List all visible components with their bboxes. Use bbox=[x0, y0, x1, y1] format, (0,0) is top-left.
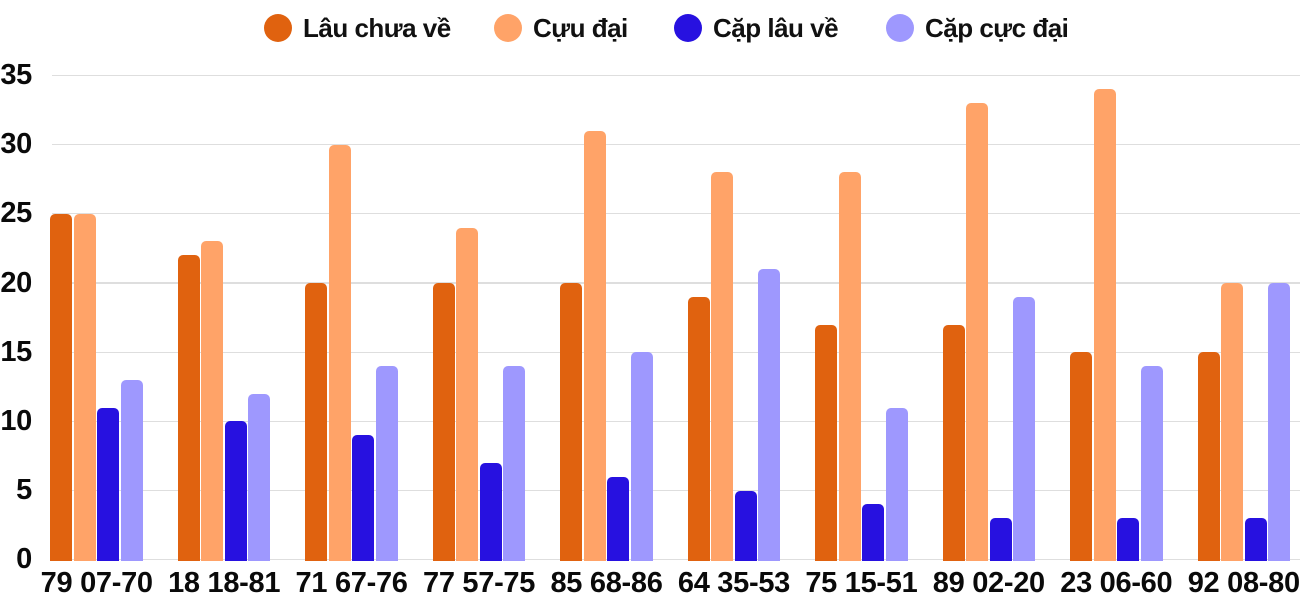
x-axis-tick-label: 23 06-60 bbox=[1060, 567, 1173, 599]
x-axis-tick-label: 92 08-80 bbox=[1187, 567, 1300, 599]
bar-cặp-cực-đại-18-18-81 bbox=[248, 393, 271, 561]
y-axis-tick-label: 25 bbox=[0, 197, 32, 230]
x-axis-tick-label: 18 18-81 bbox=[168, 567, 281, 599]
gridline-y-30 bbox=[52, 143, 1300, 146]
bar-cặp-lâu-về-18-18-81 bbox=[224, 421, 247, 561]
gridline-y-25 bbox=[52, 213, 1300, 215]
x-axis-tick-label: 64 35-53 bbox=[677, 567, 790, 599]
y-axis-tick-label: 10 bbox=[0, 404, 32, 437]
bar-cựu-đại-79-07-70 bbox=[73, 213, 96, 561]
gridline-y-35 bbox=[52, 74, 1300, 77]
bar-cặp-cực-đại-89-02-20 bbox=[1013, 296, 1036, 561]
legend-item-series-4[interactable]: Cặp cực đại bbox=[886, 13, 1069, 43]
x-axis-tick-label: 77 57-75 bbox=[423, 567, 536, 599]
bar-cựu-đại-85-68-86 bbox=[583, 130, 606, 561]
bar-cựu-đại-77-57-75 bbox=[456, 227, 479, 561]
bar-lâu-chưa-về-18-18-81 bbox=[177, 255, 200, 561]
bar-cặp-lâu-về-85-68-86 bbox=[607, 476, 630, 561]
bar-lâu-chưa-về-64-35-53 bbox=[687, 296, 710, 561]
bar-cặp-lâu-về-75-15-51 bbox=[862, 504, 885, 561]
bar-cặp-cực-đại-71-67-76 bbox=[375, 366, 398, 561]
bar-cặp-cực-đại-85-68-86 bbox=[630, 352, 653, 561]
bar-cặp-cực-đại-77-57-75 bbox=[503, 366, 526, 561]
bar-cựu-đại-23-06-60 bbox=[1093, 89, 1116, 561]
legend-circle-icon bbox=[886, 14, 914, 42]
x-axis-tick-label: 71 67-76 bbox=[295, 567, 408, 599]
bar-cặp-lâu-về-79-07-70 bbox=[97, 407, 120, 561]
bar-cặp-lâu-về-71-67-76 bbox=[352, 435, 375, 561]
bar-cựu-đại-18-18-81 bbox=[201, 241, 224, 561]
bar-cặp-cực-đại-79-07-70 bbox=[120, 379, 143, 561]
gridline-y-0 bbox=[52, 559, 1300, 561]
x-axis-tick-label: 75 15-51 bbox=[805, 567, 918, 599]
bar-cặp-cực-đại-23-06-60 bbox=[1140, 366, 1163, 561]
gridline-y-15 bbox=[52, 351, 1300, 353]
y-axis-tick-label: 0 bbox=[16, 543, 32, 576]
legend-item-series-2[interactable]: Cựu đại bbox=[494, 14, 628, 42]
bar-cặp-lâu-về-23-06-60 bbox=[1117, 518, 1140, 561]
bar-cặp-lâu-về-77-57-75 bbox=[479, 462, 502, 561]
legend-label: Lâu chưa về bbox=[303, 13, 451, 43]
y-axis-tick-label: 15 bbox=[0, 335, 32, 368]
bar-cặp-lâu-về-92-08-80 bbox=[1244, 518, 1267, 561]
bar-lâu-chưa-về-23-06-60 bbox=[1070, 352, 1093, 561]
bar-lâu-chưa-về-71-67-76 bbox=[305, 283, 328, 561]
legend-item-series-1[interactable]: Lâu chưa về bbox=[264, 14, 451, 42]
legend-label: Cặp cực đại bbox=[925, 13, 1069, 43]
legend-item-series-3[interactable]: Cặp lâu về bbox=[674, 13, 839, 43]
gridline-y-5 bbox=[52, 489, 1300, 492]
bar-cựu-đại-71-67-76 bbox=[328, 144, 351, 561]
legend-label: Cặp lâu về bbox=[713, 13, 839, 43]
y-axis-tick-label: 35 bbox=[0, 58, 32, 91]
bar-cựu-đại-64-35-53 bbox=[711, 172, 734, 561]
bar-cặp-lâu-về-89-02-20 bbox=[989, 518, 1012, 561]
x-axis-tick-label: 85 68-86 bbox=[550, 567, 663, 599]
bar-cựu-đại-75-15-51 bbox=[838, 172, 861, 561]
legend-label: Cựu đại bbox=[533, 13, 628, 43]
legend-circle-icon bbox=[494, 14, 522, 42]
y-axis-tick-label: 20 bbox=[0, 266, 32, 299]
x-axis-tick-label: 89 02-20 bbox=[932, 567, 1045, 599]
x-axis-tick-label: 79 07-70 bbox=[40, 567, 153, 599]
bar-cựu-đại-89-02-20 bbox=[966, 103, 989, 561]
y-axis-tick-label: 30 bbox=[0, 128, 32, 161]
bar-cựu-đại-92-08-80 bbox=[1221, 283, 1243, 561]
legend-circle-icon bbox=[264, 14, 292, 42]
bar-lâu-chưa-về-89-02-20 bbox=[942, 324, 965, 561]
bar-cặp-cực-đại-75-15-51 bbox=[885, 407, 908, 561]
bar-cặp-cực-đại-92-08-80 bbox=[1268, 283, 1290, 561]
y-axis-tick-label: 5 bbox=[16, 474, 32, 507]
bar-lâu-chưa-về-79-07-70 bbox=[50, 213, 73, 561]
legend-circle-icon bbox=[674, 14, 702, 42]
bar-lâu-chưa-về-77-57-75 bbox=[432, 283, 455, 561]
gridline-y-10 bbox=[52, 420, 1300, 423]
bar-lâu-chưa-về-92-08-80 bbox=[1197, 352, 1220, 561]
gridline-y-20 bbox=[52, 282, 1300, 284]
bar-lâu-chưa-về-85-68-86 bbox=[560, 283, 583, 561]
bar-lâu-chưa-về-75-15-51 bbox=[815, 324, 838, 561]
bar-cặp-cực-đại-64-35-53 bbox=[758, 269, 781, 561]
chart-legend: Lâu chưa về Cựu đại Cặp lâu về Cặp cực đại bbox=[0, 0, 1300, 56]
bar-cặp-lâu-về-64-35-53 bbox=[734, 490, 757, 561]
